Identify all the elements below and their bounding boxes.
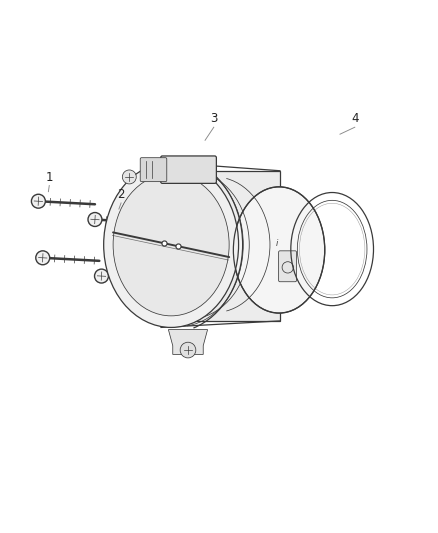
Circle shape [180,342,196,358]
FancyBboxPatch shape [279,251,297,282]
Ellipse shape [113,174,229,316]
Polygon shape [168,329,208,354]
Circle shape [122,170,136,184]
Text: 3: 3 [210,112,217,125]
FancyBboxPatch shape [140,158,167,182]
Text: 4: 4 [351,112,359,125]
Circle shape [36,251,49,265]
Text: 1: 1 [46,171,53,184]
Circle shape [32,194,46,208]
Ellipse shape [104,162,239,327]
Ellipse shape [233,187,325,313]
Text: i: i [276,239,278,248]
Circle shape [95,269,109,283]
Circle shape [88,213,102,227]
FancyBboxPatch shape [161,156,216,183]
Polygon shape [182,171,280,321]
Text: 2: 2 [117,188,125,201]
